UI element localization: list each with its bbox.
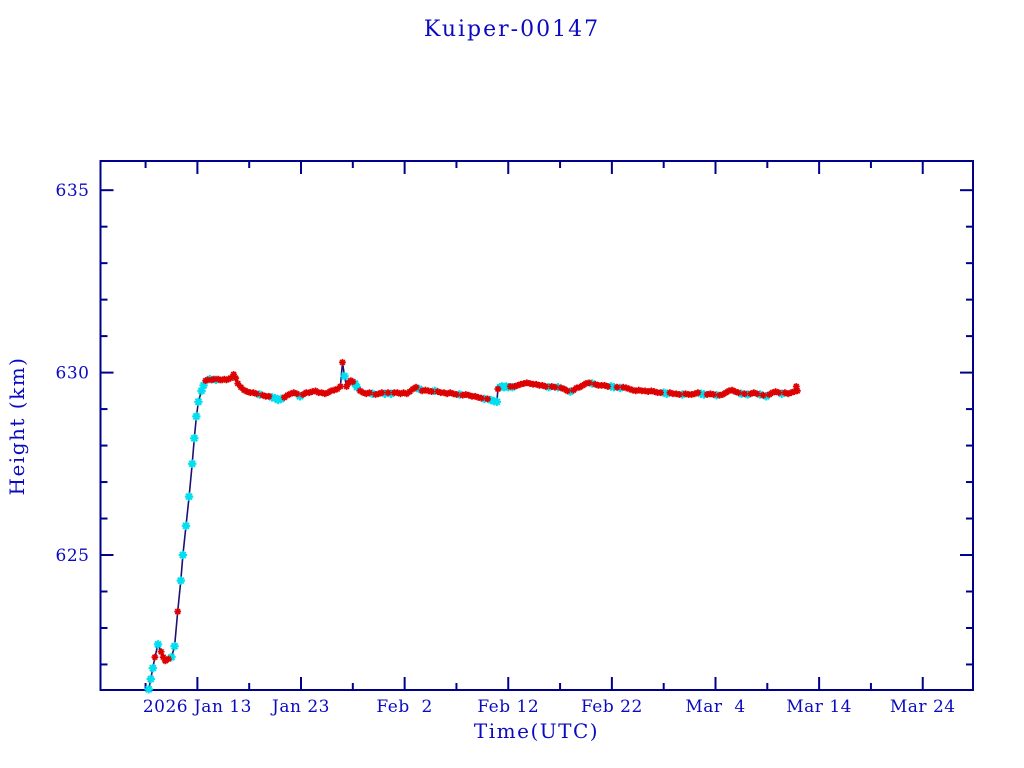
x-tick-label: Mar 14 [786,697,852,717]
x-tick-label: Mar 24 [890,697,956,717]
x-tick-label: Feb 22 [581,697,643,717]
x-axis-label: Time(UTC) [473,719,600,743]
data-line [147,361,799,690]
x-tick-label: Mar 4 [685,697,745,717]
markers-red [151,358,801,665]
y-tick-label: 635 [56,181,90,201]
y-tick-label: 630 [56,364,90,384]
axis-ticks [100,161,973,690]
y-tick-label: 625 [56,546,90,566]
chart-title: Kuiper-00147 [423,17,601,42]
x-tick-label: Feb 2 [376,697,432,717]
plot-box [99,160,974,691]
x-tick-label: 2026 Jan 13 [143,697,252,717]
tick-labels: 2026 Jan 13 Jan 23 Feb 2 Feb 12 Feb 22 Mar 4 M… [56,181,956,717]
markers-cyan [144,372,787,694]
x-tick-label: Feb 12 [477,697,539,717]
x-tick-label: Jan 23 [270,697,330,717]
